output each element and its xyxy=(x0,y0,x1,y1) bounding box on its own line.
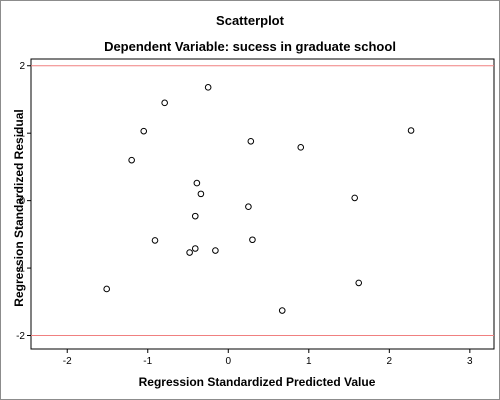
scatter-point-6 xyxy=(407,127,415,134)
scatter-point-18 xyxy=(355,279,363,287)
scatter-point-11 xyxy=(191,212,199,220)
scatter-point-8 xyxy=(197,190,205,198)
scatter-point-3 xyxy=(128,156,135,164)
scatter-point-4 xyxy=(247,137,255,145)
y-tick-label: 1 xyxy=(19,129,25,140)
scatter-point-12 xyxy=(151,237,159,244)
x-tick-label: 1 xyxy=(306,356,312,367)
scatter-point-15 xyxy=(186,249,193,256)
y-tick-label: 0 xyxy=(19,196,25,207)
y-axis-ticks: -2 -1 0 1 2 xyxy=(16,61,31,342)
x-tick-label: 3 xyxy=(467,356,473,367)
chart-title: Scatterplot xyxy=(216,13,285,28)
reference-lines xyxy=(31,65,494,337)
scatter-point-5 xyxy=(297,144,305,151)
x-tick-label: -2 xyxy=(63,356,72,367)
scatter-point-17 xyxy=(103,285,110,293)
y-axis-label: Regression Standardized Residual xyxy=(12,109,26,306)
scatter-point-9 xyxy=(245,203,252,210)
x-axis-label: Regression Standardized Predicted Value xyxy=(139,375,376,389)
y-tick-label: -1 xyxy=(16,264,25,275)
scatter-point-0 xyxy=(161,99,168,107)
x-tick-label: 2 xyxy=(387,356,393,367)
y-tick-label: 2 xyxy=(19,61,25,72)
scatter-point-19 xyxy=(278,307,286,314)
scatter-point-13 xyxy=(249,236,256,244)
scatter-point-14 xyxy=(191,245,199,252)
scatter-point-7 xyxy=(193,179,201,187)
chart-subtitle: Dependent Variable: sucess in graduate s… xyxy=(104,39,396,54)
scatter-point-1 xyxy=(204,84,212,91)
x-tick-label: 0 xyxy=(225,356,231,367)
x-axis-ticks: -2 -1 0 1 2 3 xyxy=(63,349,473,367)
y-tick-label: -2 xyxy=(16,331,25,342)
x-tick-label: -1 xyxy=(143,356,152,367)
scatter-point-2 xyxy=(140,127,148,135)
scatter-point-10 xyxy=(351,194,358,202)
plot-area xyxy=(30,58,495,350)
scatter-point-16 xyxy=(212,247,219,254)
scatter-points xyxy=(103,84,415,314)
